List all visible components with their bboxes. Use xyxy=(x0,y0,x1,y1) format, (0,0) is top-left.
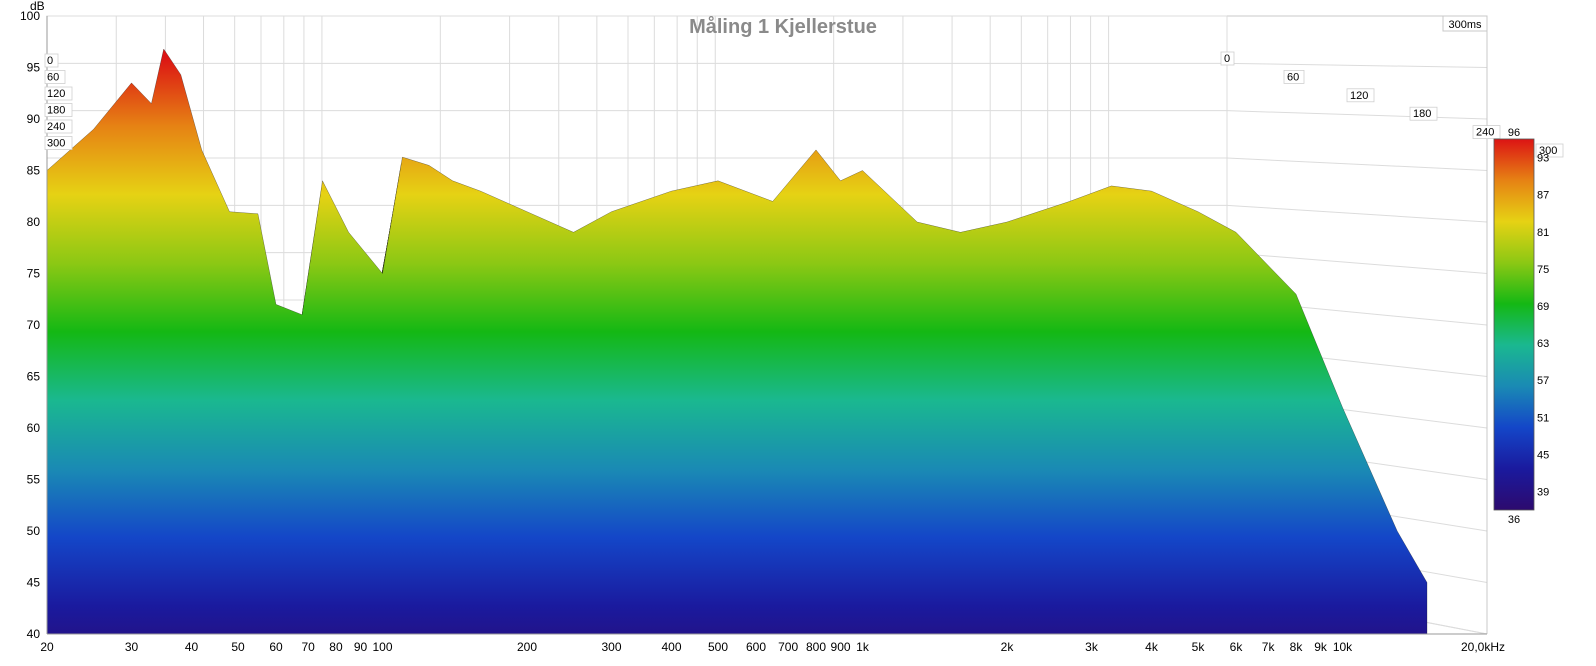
time-tick-box xyxy=(44,70,66,84)
y-tick-label: 60 xyxy=(27,421,41,435)
x-tick-label: 700 xyxy=(778,640,798,654)
x-tick-label: 7k xyxy=(1262,640,1276,654)
chart-title: Måling 1 Kjellerstue xyxy=(689,15,877,38)
x-tick-label: 9k xyxy=(1314,640,1328,654)
time-tick-box xyxy=(1283,70,1305,84)
y-tick-label: 90 xyxy=(27,112,41,126)
x-tick-label: 100 xyxy=(372,640,392,654)
colorbar-label: 51 xyxy=(1537,412,1549,424)
x-tick-label: 70 xyxy=(301,640,315,654)
x-tick-label: 60 xyxy=(269,640,283,654)
x-tick-label: 40 xyxy=(185,640,199,654)
x-tick-label: 300 xyxy=(602,640,622,654)
x-tick-label: 5k xyxy=(1192,640,1206,654)
x-tick-label: 800 xyxy=(806,640,826,654)
time-tick-label-left: 300 xyxy=(47,138,65,150)
y-tick-label: 80 xyxy=(27,215,41,229)
x-tick-label: 80 xyxy=(329,640,343,654)
x-tick-label: 30 xyxy=(125,640,139,654)
x-tick-label: 50 xyxy=(231,640,245,654)
x-tick-label: 3k xyxy=(1085,640,1099,654)
colorbar-label: 87 xyxy=(1537,190,1549,202)
time-tick-box xyxy=(44,119,73,134)
y-tick-label: 70 xyxy=(27,318,41,332)
time-tick-label-left: 120 xyxy=(47,88,65,100)
colorbar-label: 93 xyxy=(1537,153,1549,165)
colorbar-label: 57 xyxy=(1537,375,1549,387)
y-tick-label: 55 xyxy=(27,473,41,487)
x-tick-label: 6k xyxy=(1230,640,1244,654)
colorbar-label: 69 xyxy=(1537,301,1549,313)
y-tick-label: 100 xyxy=(20,9,40,23)
x-tick-label: 900 xyxy=(831,640,851,654)
decay-slice xyxy=(46,48,1428,635)
time-tick-box xyxy=(1472,125,1501,139)
colorbar-label: 45 xyxy=(1537,449,1549,461)
colorbar-label: 63 xyxy=(1537,338,1549,350)
time-tick-label-right: 240 xyxy=(1476,127,1494,139)
colorbar-label: 75 xyxy=(1537,264,1549,276)
time-tick-label-right: 0 xyxy=(1224,53,1230,65)
waterfall-surfaces xyxy=(46,48,1428,635)
time-tick-label-left: 0 xyxy=(47,55,53,67)
time-tick-label-right: 120 xyxy=(1350,90,1368,102)
y-tick-label: 85 xyxy=(27,164,41,178)
time-tick-label-right: 300 xyxy=(1539,145,1557,157)
time-tick-box xyxy=(1535,143,1564,158)
colorbar-label: 81 xyxy=(1537,227,1549,239)
colorbar-label: 96 xyxy=(1508,127,1520,139)
x-tick-label: 200 xyxy=(517,640,537,654)
x-tick-label: 8k xyxy=(1290,640,1304,654)
x-tick-label: 20,0kHz xyxy=(1461,640,1505,654)
side-gridline xyxy=(1226,157,1488,171)
y-tick-label: 95 xyxy=(27,61,41,75)
y-tick-label: 65 xyxy=(27,370,41,384)
side-gridline xyxy=(1226,110,1488,120)
y-tick-label: 50 xyxy=(27,524,41,538)
y-tick-label: 45 xyxy=(27,576,41,590)
x-tick-label: 400 xyxy=(661,640,681,654)
side-gridline xyxy=(1226,204,1488,223)
x-tick-label: 1k xyxy=(856,640,870,654)
time-window-text: 300ms xyxy=(1448,19,1482,31)
x-tick-label: 90 xyxy=(354,640,368,654)
time-tick-box xyxy=(1346,88,1375,103)
y-unit-label: dB xyxy=(30,0,45,13)
time-tick-box xyxy=(44,136,73,150)
time-tick-box xyxy=(44,103,73,117)
y-tick-label: 40 xyxy=(27,627,41,641)
side-gridline xyxy=(1226,62,1488,68)
time-tick-box xyxy=(1409,106,1438,121)
x-tick-label: 10k xyxy=(1333,640,1353,654)
color-scale-bar: 96 93 87 81 75 69 63 57 51 45 39 36 xyxy=(1493,127,1549,526)
colorbar-fill xyxy=(1493,138,1535,511)
side-gridline xyxy=(1226,252,1488,274)
time-tick-label-right: 180 xyxy=(1413,108,1431,120)
time-tick-box xyxy=(44,86,73,101)
y-tick-label: 75 xyxy=(27,267,41,281)
x-tick-label: 4k xyxy=(1145,640,1159,654)
time-tick-label-left: 240 xyxy=(47,121,65,133)
x-tick-label: 2k xyxy=(1001,640,1015,654)
colorbar-label: 39 xyxy=(1537,486,1549,498)
x-tick-label: 600 xyxy=(746,640,766,654)
time-tick-label-right: 60 xyxy=(1287,71,1299,83)
colorbar-labels: 96 93 87 81 75 69 63 57 51 45 39 36 xyxy=(1508,127,1549,526)
x-tick-label: 500 xyxy=(708,640,728,654)
time-tick-box xyxy=(44,53,59,68)
time-tick-label-left: 180 xyxy=(47,105,65,117)
x-tick-label: 20 xyxy=(40,640,54,654)
time-tick-label-left: 60 xyxy=(47,72,59,84)
time-tick-box xyxy=(1220,51,1235,66)
colorbar-label: 36 xyxy=(1508,514,1520,526)
time-window-label: 300ms xyxy=(1442,15,1488,32)
